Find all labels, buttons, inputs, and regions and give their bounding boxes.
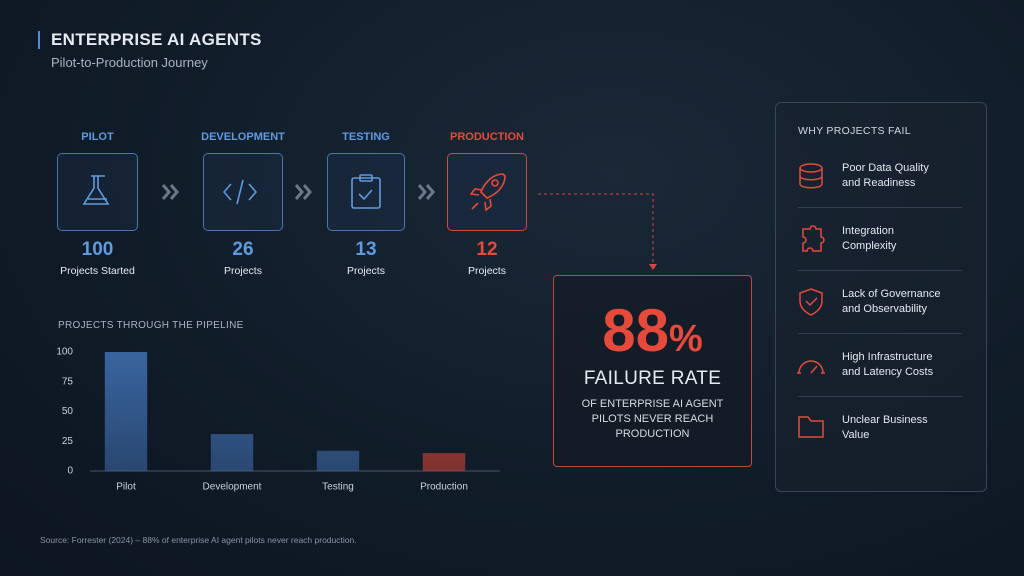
failure-rate: 88% bbox=[554, 296, 751, 365]
stage-count: 12 bbox=[476, 239, 498, 260]
reason-line: Complexity bbox=[842, 240, 897, 252]
subtitle: Pilot-to-Production Journey bbox=[51, 55, 208, 70]
bar-chart: PROJECTS THROUGH THE PIPELINE 0 25 50 75 100… bbox=[56, 320, 500, 493]
reason-line: Value bbox=[842, 429, 870, 441]
reason-icons bbox=[797, 163, 825, 438]
y-tick-label: 50 bbox=[62, 406, 74, 417]
reason-item: Unclear Business Value bbox=[842, 413, 928, 443]
stage-count: 26 bbox=[232, 239, 254, 260]
stage-box bbox=[327, 153, 405, 231]
reason-line: Lack of Governance bbox=[842, 288, 941, 300]
source-note: Source: Forrester (2024) – 88% of enterp… bbox=[40, 535, 357, 545]
stage-name: PRODUCTION bbox=[450, 131, 524, 143]
stage-label: Projects bbox=[347, 265, 385, 277]
reason-line: Poor Data Quality bbox=[842, 162, 929, 174]
reason-line: Integration bbox=[842, 225, 894, 237]
stage-box bbox=[57, 153, 138, 231]
stage-count: 100 bbox=[81, 239, 114, 260]
reason-item: Lack of Governance and Observability bbox=[842, 287, 940, 317]
separator bbox=[798, 396, 962, 397]
reason-line: Unclear Business bbox=[842, 414, 928, 426]
bar bbox=[104, 352, 148, 471]
failure-description: OF ENTERPRISE AI AGENT PILOTS NEVER REACH… bbox=[554, 397, 751, 442]
rate-number: 88 bbox=[602, 297, 669, 364]
x-tick-label: Testing bbox=[322, 482, 354, 493]
reason-item: High Infrastructure and Latency Costs bbox=[842, 350, 933, 380]
stage-name: PILOT bbox=[81, 131, 114, 143]
stage-label: Projects bbox=[468, 265, 506, 277]
description-line: OF ENTERPRISE AI AGENT bbox=[581, 398, 724, 410]
stage-name: DEVELOPMENT bbox=[201, 131, 285, 143]
reason-line: and Latency Costs bbox=[842, 366, 934, 378]
reason-line: High Infrastructure bbox=[842, 351, 933, 363]
stage-name: TESTING bbox=[342, 131, 390, 143]
y-tick-label: 75 bbox=[62, 376, 74, 387]
x-tick-label: Development bbox=[203, 482, 262, 493]
bar bbox=[316, 450, 360, 471]
failure-card: 88% FAILURE RATE OF ENTERPRISE AI AGENT P… bbox=[553, 275, 752, 467]
reason-line: and Observability bbox=[842, 303, 927, 315]
title-accent bbox=[38, 31, 40, 49]
reason-item: Poor Data Quality and Readiness bbox=[842, 161, 929, 191]
x-tick-label: Production bbox=[420, 482, 468, 493]
stage-label: Projects Started bbox=[60, 265, 135, 277]
reasons-title: WHY PROJECTS FAIL bbox=[798, 125, 911, 137]
reasons-panel: WHY PROJECTS FAIL Poor Data Quality and R… bbox=[775, 102, 987, 492]
reason-item: Integration Complexity bbox=[842, 224, 896, 254]
separator bbox=[798, 207, 962, 208]
failure-heading: FAILURE RATE bbox=[583, 368, 722, 389]
y-tick-label: 100 bbox=[56, 347, 73, 358]
reason-line: and Readiness bbox=[842, 177, 916, 189]
bar bbox=[210, 434, 254, 471]
description-line: PILOTS NEVER REACH bbox=[591, 413, 714, 425]
separator bbox=[798, 270, 962, 271]
chart-title: PROJECTS THROUGH THE PIPELINE bbox=[58, 320, 244, 331]
stage-box bbox=[447, 153, 527, 231]
x-tick-label: Pilot bbox=[116, 482, 136, 493]
stage-box bbox=[203, 153, 283, 231]
bar bbox=[422, 453, 466, 471]
y-tick-label: 0 bbox=[67, 466, 73, 477]
description-line: PRODUCTION bbox=[615, 428, 690, 440]
title: ENTERPRISE AI AGENTS bbox=[51, 30, 262, 49]
y-tick-label: 25 bbox=[62, 436, 74, 447]
stage-count: 13 bbox=[355, 239, 377, 260]
separator bbox=[798, 333, 962, 334]
stage-label: Projects bbox=[224, 265, 262, 277]
rate-unit: % bbox=[668, 318, 703, 360]
